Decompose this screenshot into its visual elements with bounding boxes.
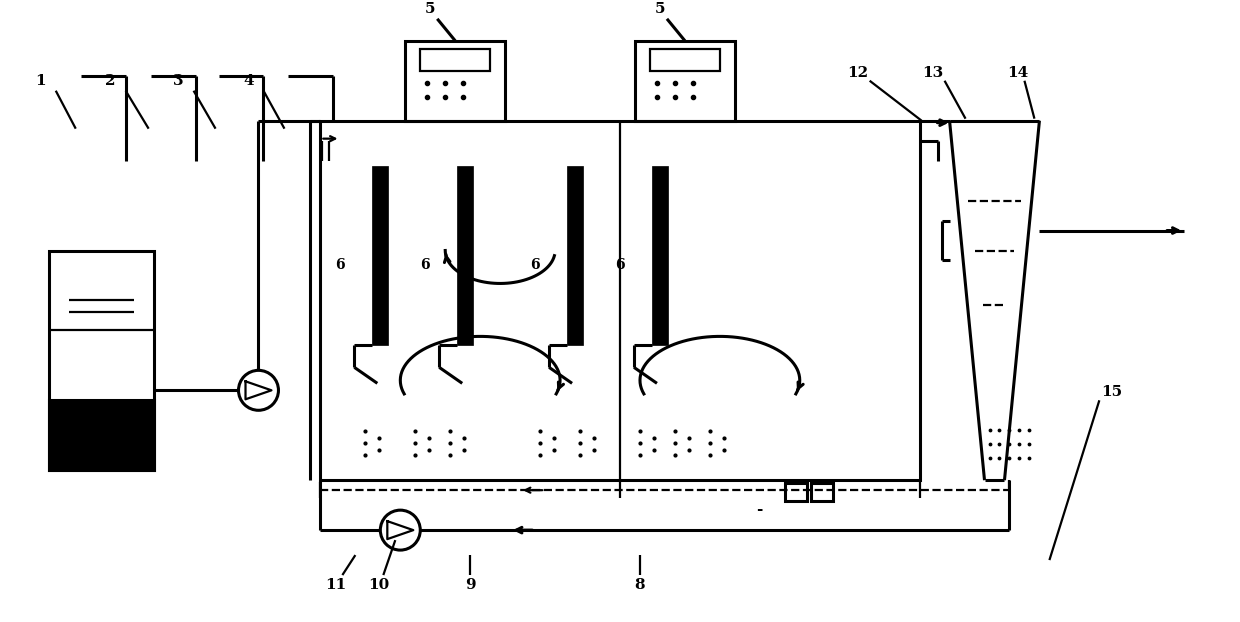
Text: 1: 1	[36, 74, 46, 88]
Text: 14: 14	[1007, 66, 1028, 80]
Text: 6: 6	[336, 259, 345, 272]
Text: 11: 11	[325, 578, 346, 592]
Text: 8: 8	[635, 578, 645, 592]
Bar	[635, 41, 735, 121]
Text: 12: 12	[847, 66, 868, 80]
Text: 13: 13	[923, 66, 944, 80]
Bar	[811, 483, 833, 501]
Bar	[405, 41, 505, 121]
Text: 6: 6	[615, 259, 625, 272]
Text: 5: 5	[655, 2, 665, 16]
Bar	[650, 49, 720, 71]
Bar	[652, 165, 668, 345]
Text: 15: 15	[1101, 385, 1122, 399]
Bar	[48, 401, 154, 470]
Bar	[320, 121, 920, 480]
Text: 3: 3	[174, 74, 184, 88]
Text: 2: 2	[105, 74, 115, 88]
Text: 6: 6	[531, 259, 539, 272]
Text: 4: 4	[243, 74, 254, 88]
Bar	[567, 165, 583, 345]
Text: 6: 6	[420, 259, 430, 272]
Text: 10: 10	[368, 578, 389, 592]
Bar	[458, 165, 474, 345]
Bar	[372, 165, 388, 345]
Text: -: -	[756, 503, 763, 517]
Bar	[48, 251, 154, 470]
Text: 9: 9	[465, 578, 475, 592]
Bar	[420, 49, 490, 71]
Text: 5: 5	[425, 2, 435, 16]
Bar	[785, 483, 807, 501]
